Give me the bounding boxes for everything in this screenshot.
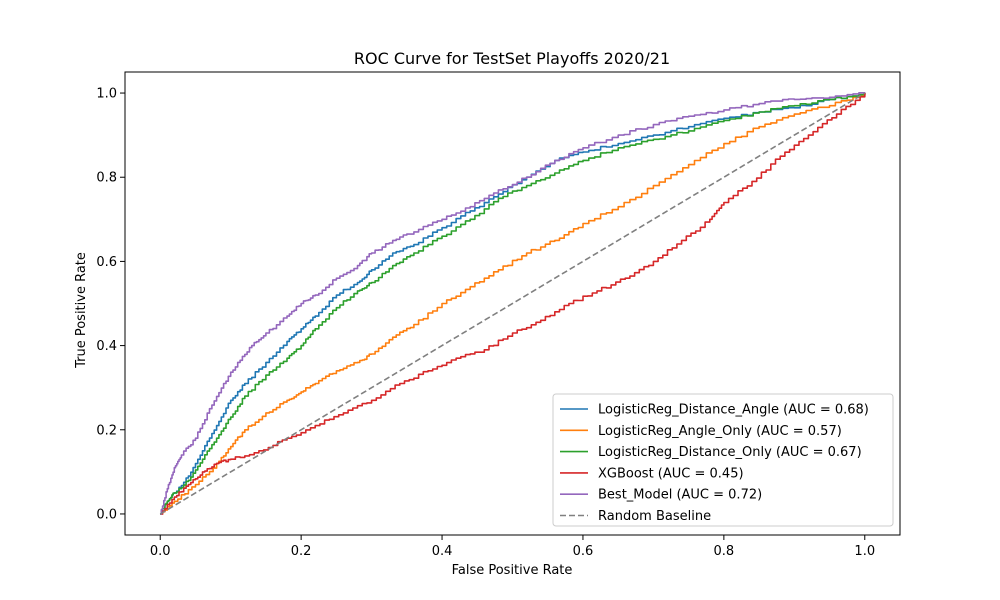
chart-title: ROC Curve for TestSet Playoffs 2020/21 bbox=[354, 49, 670, 68]
legend-label: Random Baseline bbox=[598, 509, 711, 524]
x-tick-label: 0.8 bbox=[714, 544, 735, 559]
series-line-2 bbox=[160, 93, 866, 515]
y-tick-label: 1.0 bbox=[96, 87, 117, 102]
x-axis-label: False Positive Rate bbox=[452, 563, 573, 578]
series-line-6 bbox=[159, 92, 866, 515]
plot-frame bbox=[124, 71, 901, 536]
legend-label: LogisticReg_Angle_Only (AUC = 0.57) bbox=[598, 424, 842, 439]
x-tick-label: 0.2 bbox=[291, 544, 312, 559]
legend-box bbox=[552, 393, 894, 527]
series-line-3 bbox=[160, 93, 866, 515]
x-tick-label: 1.0 bbox=[854, 544, 875, 559]
y-axis-label: True Positive Rate bbox=[74, 252, 89, 369]
series-line-5 bbox=[160, 92, 866, 515]
x-axis-ticks: 0.0 0.2 0.4 0.6 0.8 1.0 bbox=[150, 535, 875, 559]
legend-label: LogisticReg_Distance_Angle (AUC = 0.68) bbox=[598, 403, 869, 418]
x-tick-label: 0.6 bbox=[573, 544, 594, 559]
series-line-4 bbox=[160, 93, 866, 515]
y-axis-ticks: 0.0 0.2 0.4 0.6 0.8 1.0 bbox=[96, 87, 125, 522]
legend-label: Best_Model (AUC = 0.72) bbox=[598, 488, 762, 503]
y-tick-label: 0.6 bbox=[96, 255, 117, 270]
plot-area: 0.0 0.2 0.4 0.6 0.8 1.0 0.0 0.2 0.4 0.6 0.8 1.0 bbox=[96, 71, 901, 559]
y-tick-label: 0.4 bbox=[96, 339, 117, 354]
legend: LogisticReg_Distance_Angle (AUC = 0.68) L… bbox=[552, 393, 894, 527]
y-tick-label: 0.2 bbox=[96, 423, 117, 438]
x-tick-label: 0.4 bbox=[432, 544, 453, 559]
series-line-1 bbox=[160, 93, 866, 515]
y-tick-label: 0.0 bbox=[96, 507, 117, 522]
y-tick-label: 0.8 bbox=[96, 171, 117, 186]
legend-label: LogisticReg_Distance_Only (AUC = 0.67) bbox=[598, 445, 862, 460]
x-tick-label: 0.0 bbox=[150, 544, 171, 559]
series-lines bbox=[159, 92, 866, 515]
legend-label: XGBoost (AUC = 0.45) bbox=[598, 466, 744, 481]
